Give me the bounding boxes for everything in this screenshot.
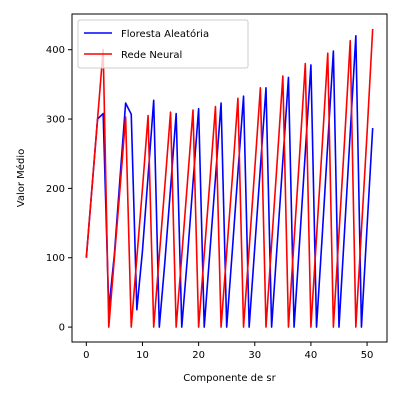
- x-tick-label: 20: [192, 350, 205, 361]
- x-axis: 0 10 20 30 40 50: [83, 342, 373, 361]
- legend-label-rede-neural: Rede Neural: [121, 50, 182, 61]
- y-tick-label: 300: [46, 115, 65, 126]
- legend-label-floresta: Floresta Aleatória: [121, 28, 209, 40]
- plot-area: [85, 28, 374, 328]
- x-tick-label: 10: [136, 350, 149, 361]
- legend-box: [77, 19, 249, 69]
- y-tick-label: 100: [46, 253, 65, 264]
- x-tick-label: 30: [248, 350, 261, 361]
- y-axis-label: Valor Médio: [15, 149, 27, 207]
- x-axis-label: Componente de sr: [183, 373, 276, 384]
- x-tick-label: 50: [361, 350, 374, 361]
- series-line-rede-neural: [85, 28, 374, 328]
- y-tick-label: 0: [59, 323, 65, 334]
- y-tick-label: 200: [46, 184, 65, 195]
- axes-frame: [71, 13, 388, 343]
- y-tick-label: 400: [46, 45, 65, 56]
- series-line-floresta: [85, 35, 374, 328]
- legend: Floresta Aleatória Rede Neural: [77, 19, 249, 69]
- x-tick-label: 40: [305, 350, 318, 361]
- y-axis: 0 100 200 300 400: [46, 45, 72, 334]
- x-tick-label: 0: [83, 350, 89, 361]
